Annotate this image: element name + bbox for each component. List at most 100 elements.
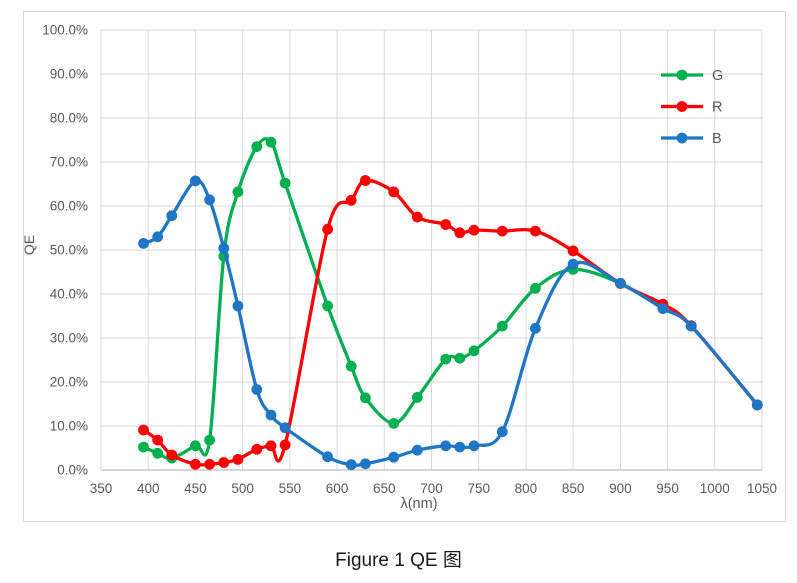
y-axis-title: QE	[21, 234, 37, 256]
y-tick-label: 60.0%	[50, 199, 88, 214]
legend-marker-B	[676, 132, 688, 144]
y-tick-label: 100.0%	[42, 23, 88, 38]
legend-label-R: R	[712, 100, 722, 116]
data-point-R	[360, 175, 371, 186]
x-tick-label: 350	[90, 481, 113, 496]
data-point-R	[232, 454, 244, 465]
y-tick-label: 0.0%	[57, 463, 88, 478]
data-point-G	[190, 440, 201, 452]
y-tick-label: 20.0%	[50, 375, 88, 390]
data-point-R	[322, 223, 333, 235]
x-tick-label: 850	[562, 481, 585, 496]
data-point-G	[265, 136, 277, 148]
x-axis-title: λ(nm)	[400, 496, 438, 512]
data-point-G	[152, 447, 164, 459]
y-tick-label: 50.0%	[50, 243, 88, 258]
data-point-B	[322, 451, 333, 463]
data-point-G	[411, 392, 423, 403]
data-point-G	[360, 392, 371, 404]
data-point-R	[251, 443, 263, 455]
data-point-B	[615, 278, 626, 289]
data-point-B	[190, 175, 201, 187]
data-point-R	[265, 440, 277, 452]
data-point-R	[190, 458, 201, 470]
data-point-R	[468, 224, 480, 236]
data-point-G	[345, 360, 357, 372]
data-point-B	[251, 384, 263, 395]
data-point-B	[685, 320, 697, 332]
y-tick-label: 10.0%	[50, 419, 88, 434]
data-point-B	[411, 444, 423, 456]
x-tick-label: 500	[231, 481, 254, 496]
data-point-B	[279, 422, 291, 434]
y-tick-label: 70.0%	[50, 155, 88, 170]
data-point-B	[232, 300, 244, 312]
x-tick-label: 700	[420, 481, 443, 496]
data-point-R	[152, 434, 164, 446]
data-point-R	[166, 449, 178, 461]
legend-marker-G	[676, 69, 688, 81]
x-tick-label: 750	[467, 481, 490, 496]
y-tick-label: 90.0%	[50, 67, 88, 82]
data-point-R	[218, 457, 230, 468]
x-tick-label: 550	[279, 481, 302, 496]
data-point-R	[496, 225, 508, 237]
data-point-R	[138, 424, 149, 436]
x-tick-label: 1000	[700, 481, 730, 496]
data-point-B	[204, 194, 216, 206]
data-point-R	[411, 211, 423, 223]
x-tick-label: 900	[609, 481, 632, 496]
data-point-R	[454, 227, 466, 239]
data-point-B	[657, 303, 669, 314]
data-point-B	[567, 258, 579, 270]
data-point-B	[152, 231, 164, 243]
y-tick-label: 40.0%	[50, 287, 88, 302]
data-point-B	[388, 451, 400, 463]
data-point-R	[567, 245, 579, 257]
data-point-B	[440, 440, 452, 452]
data-point-B	[345, 459, 357, 471]
data-point-G	[322, 300, 333, 312]
data-point-G	[279, 177, 291, 189]
data-point-R	[279, 439, 291, 451]
data-point-G	[454, 352, 466, 364]
data-point-R	[345, 194, 357, 206]
legend-marker-R	[676, 101, 688, 112]
y-tick-label: 80.0%	[50, 111, 88, 126]
data-point-B	[360, 458, 371, 470]
y-tick-label: 30.0%	[50, 331, 88, 346]
x-tick-label: 600	[326, 481, 349, 496]
data-point-G	[204, 434, 216, 446]
data-point-B	[166, 210, 178, 222]
legend-label-B: B	[712, 131, 722, 147]
chart-area	[23, 11, 786, 522]
data-point-R	[530, 225, 541, 237]
data-point-B	[454, 441, 466, 453]
data-point-R	[440, 219, 452, 230]
data-point-B	[265, 409, 277, 421]
data-point-G	[530, 282, 541, 294]
data-point-B	[468, 440, 480, 452]
data-point-G	[232, 186, 244, 198]
x-tick-label: 400	[137, 481, 160, 496]
data-point-B	[530, 322, 541, 334]
x-tick-label: 1050	[747, 481, 777, 496]
x-tick-label: 950	[656, 481, 679, 496]
data-point-R	[388, 186, 400, 198]
data-point-G	[440, 353, 452, 365]
x-tick-label: 650	[373, 481, 396, 496]
data-point-B	[496, 426, 508, 438]
data-point-G	[496, 320, 508, 332]
data-point-B	[138, 238, 149, 249]
legend-label-G: G	[712, 68, 723, 84]
data-point-R	[204, 458, 216, 470]
data-point-G	[468, 345, 480, 357]
x-tick-label: 800	[515, 481, 538, 496]
data-point-B	[218, 242, 230, 254]
data-point-G	[251, 141, 263, 153]
x-tick-label: 450	[184, 481, 207, 496]
data-point-G	[388, 418, 400, 429]
figure-caption: Figure 1 QE 图	[335, 550, 462, 571]
data-point-B	[751, 399, 763, 411]
